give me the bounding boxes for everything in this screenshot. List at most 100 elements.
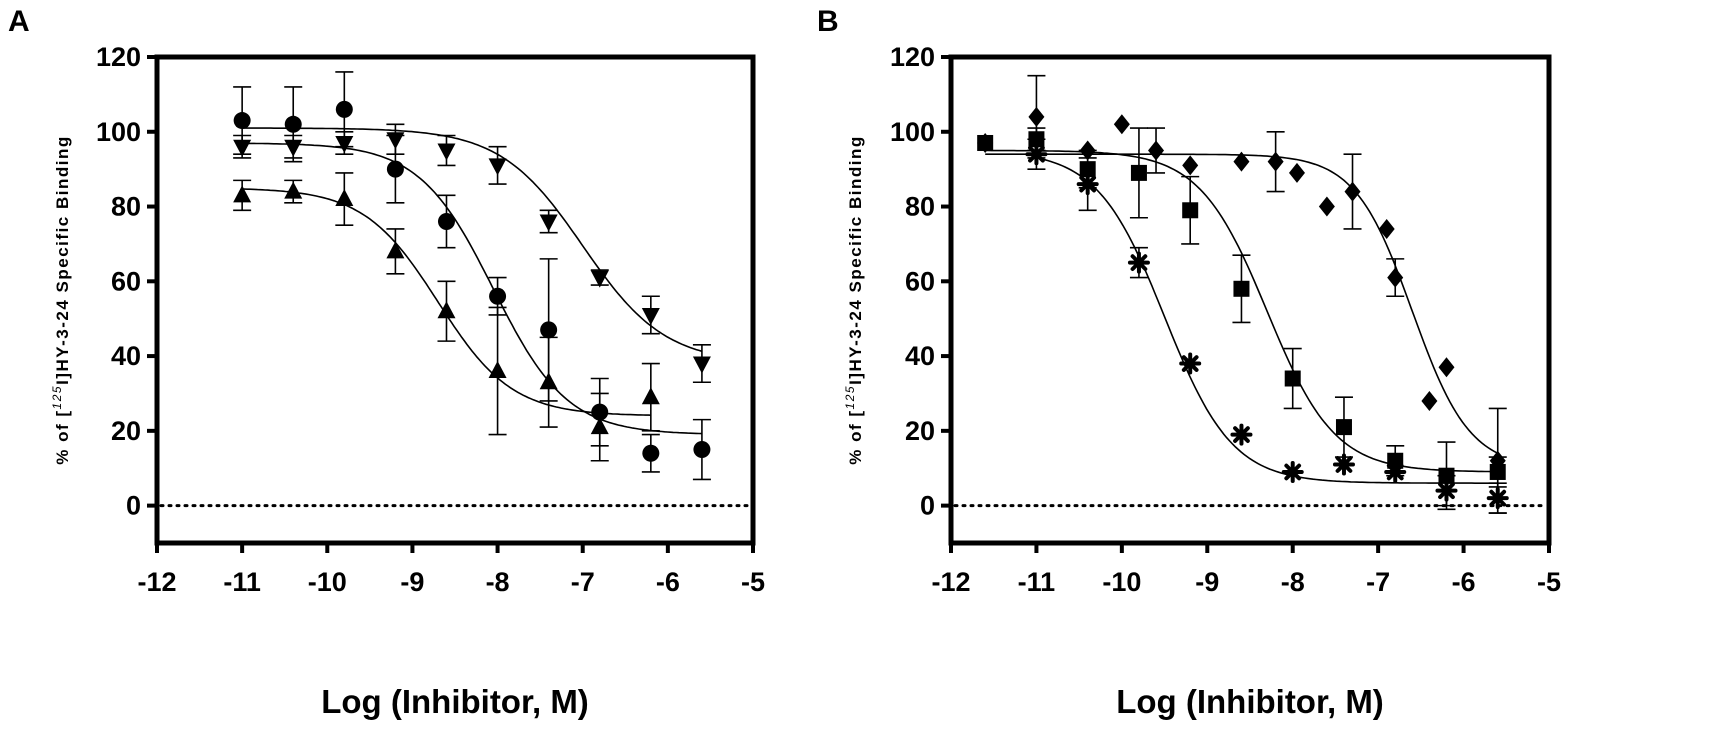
data-point-square [1233, 280, 1250, 297]
data-point-triangle-up [233, 185, 252, 203]
data-point-triangle-down [335, 135, 354, 153]
data-point-square [1387, 452, 1404, 469]
data-point-diamond [1182, 155, 1199, 176]
series-triangle-down [233, 123, 711, 384]
x-tick-label: -6 [1452, 567, 1476, 597]
data-point-triangle-down [488, 158, 507, 176]
data-point-triangle-down [386, 132, 405, 150]
data-point-circle [693, 441, 711, 459]
y-tick-label: 40 [905, 341, 935, 371]
data-point-square [1284, 370, 1301, 387]
x-tick-label: -5 [1537, 567, 1561, 597]
data-point-diamond [1318, 196, 1335, 217]
y-tick-label: 120 [890, 42, 935, 72]
y-axis-title-suffix: I]HY-3-24 Specific Binding [53, 135, 72, 385]
y-axis-title: % of [125I]HY-3-24 Specific Binding [843, 135, 865, 464]
series-triangle-up [233, 172, 660, 462]
x-tick-label: -10 [1102, 567, 1141, 597]
data-point-triangle-down [437, 143, 456, 161]
y-tick-label: 20 [111, 416, 141, 446]
data-point-triangle-up [335, 189, 354, 207]
data-point-diamond [977, 132, 994, 153]
data-point-diamond [1344, 181, 1361, 202]
series-asterisk [1025, 138, 1509, 514]
data-point-diamond [1113, 114, 1130, 135]
plot-frame [154, 54, 756, 546]
panel-letter: B [817, 5, 839, 38]
data-point-triangle-down [692, 356, 711, 374]
data-point-triangle-down [233, 139, 252, 157]
series-square [977, 127, 1507, 511]
data-point-triangle-down [284, 139, 303, 157]
data-point-circle [233, 112, 251, 130]
data-point-star [1281, 460, 1304, 483]
data-point-diamond [1288, 162, 1305, 183]
y-axis-title-prefix: % of [ [53, 409, 72, 464]
data-point-circle [540, 321, 558, 339]
data-point-circle [642, 444, 660, 462]
data-point-diamond [1233, 151, 1250, 172]
y-axis-title-superscript: 125 [843, 385, 857, 410]
data-point-diamond [1079, 140, 1096, 161]
data-point-square [1335, 419, 1352, 436]
data-point-diamond [1028, 106, 1045, 127]
y-tick-label: 40 [111, 341, 141, 371]
x-tick-label: -7 [571, 567, 595, 597]
series-diamond [977, 74, 1507, 514]
data-point-diamond [1148, 140, 1165, 161]
data-point-square [1130, 164, 1147, 181]
data-point-circle [489, 287, 507, 305]
x-tick-label: -7 [1366, 567, 1390, 597]
y-tick-label: 100 [890, 117, 935, 147]
star-core [1338, 459, 1349, 470]
data-point-diamond [1421, 390, 1438, 411]
data-point-triangle-up [641, 387, 660, 405]
x-tick-label: -8 [486, 567, 510, 597]
y-tick-label: 0 [920, 491, 935, 521]
y-tick-label: 80 [111, 192, 141, 222]
x-axis-title: Log (Inhibitor, M) [321, 683, 589, 720]
x-tick-label: -10 [308, 567, 347, 597]
y-axis-title-prefix: % of [ [846, 409, 865, 464]
y-axis-title: % of [125I]HY-3-24 Specific Binding [50, 135, 72, 464]
data-point-triangle-up [539, 372, 558, 390]
fit-curve [1036, 156, 1498, 484]
x-tick-label: -6 [656, 567, 680, 597]
data-point-diamond [1267, 151, 1284, 172]
x-tick-label: -12 [137, 567, 176, 597]
x-tick-label: -8 [1281, 567, 1305, 597]
y-tick-label: 0 [126, 491, 141, 521]
x-tick-label: -11 [223, 567, 261, 597]
y-tick-label: 80 [905, 192, 935, 222]
data-point-star [1230, 423, 1253, 446]
data-point-square [1079, 161, 1096, 178]
y-tick-label: 60 [905, 266, 935, 296]
data-point-triangle-up [590, 417, 609, 435]
data-point-diamond [1378, 218, 1395, 239]
y-tick-label: 100 [96, 117, 141, 147]
data-point-star [1179, 352, 1202, 375]
y-tick-label: 60 [111, 266, 141, 296]
data-point-diamond [1387, 267, 1404, 288]
data-point-star [1127, 251, 1150, 274]
data-point-triangle-down [641, 307, 660, 325]
data-point-triangle-up [437, 301, 456, 319]
panel-letter: A [8, 5, 30, 38]
fit-curve [242, 142, 702, 435]
star-core [1236, 429, 1247, 440]
data-point-circle [284, 115, 302, 133]
panel-a: A Log (Inhibitor, M) % of [125I]HY-3-24 … [8, 5, 765, 720]
data-point-triangle-up [488, 361, 507, 379]
x-tick-label: -11 [1018, 567, 1056, 597]
data-point-triangle-up [284, 181, 303, 199]
x-tick-label: -5 [741, 567, 765, 597]
star-core [1185, 358, 1196, 369]
y-tick-label: 120 [96, 42, 141, 72]
data-point-square [1182, 202, 1199, 219]
data-point-circle [386, 160, 404, 178]
star-core [1133, 257, 1144, 268]
data-point-triangle-up [386, 241, 405, 259]
data-point-diamond [1438, 357, 1455, 378]
y-axis-title-superscript: 125 [50, 385, 64, 410]
